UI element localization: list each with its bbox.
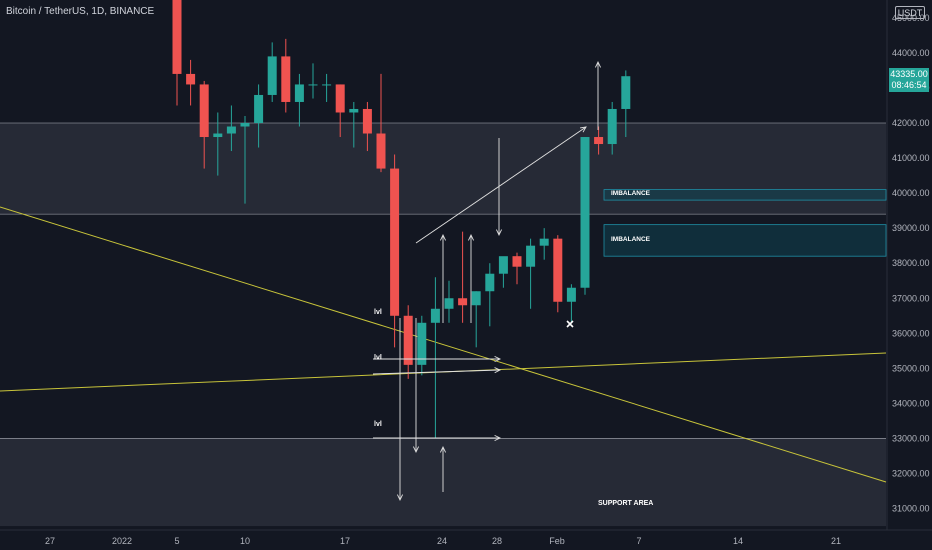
candle-body xyxy=(607,108,617,145)
candle-body xyxy=(526,245,536,267)
x-tick-label: 10 xyxy=(240,536,250,546)
imbalance-rect xyxy=(603,224,887,257)
imbalance-label: IMBALANCE xyxy=(611,190,651,197)
candle-body xyxy=(539,238,549,246)
currency-selector[interactable]: USDT xyxy=(895,6,925,19)
candle-body xyxy=(254,94,264,123)
up-arrow-head xyxy=(467,233,475,241)
labels-layer: SUPPORT AREA IMBALANCE IMBALANCE lvl lvl lvl xyxy=(374,190,653,507)
y-tick-label: 45000.00 xyxy=(892,13,930,23)
y-tick-label: 36000.00 xyxy=(892,328,930,338)
candle-body xyxy=(186,73,196,85)
candle-body xyxy=(403,315,413,365)
candle-body xyxy=(349,108,359,113)
right-arrow xyxy=(372,369,501,375)
candle-body xyxy=(226,126,236,134)
candle-body xyxy=(444,298,454,309)
candle-body xyxy=(362,108,372,134)
up-arrow-head xyxy=(594,60,602,68)
candle-body xyxy=(566,287,576,302)
level-label: lvl xyxy=(374,421,382,428)
candle-body xyxy=(430,308,440,323)
down-arrow-head xyxy=(495,229,503,237)
x-tick-label: 5 xyxy=(174,536,179,546)
candle-body xyxy=(512,256,522,267)
arrows-layer xyxy=(372,60,602,502)
zone-rect xyxy=(0,123,886,215)
y-tick-label: 33000.00 xyxy=(892,433,930,443)
candle-body xyxy=(281,56,291,102)
right-arrow-head xyxy=(494,355,502,363)
x-tick-label: 27 xyxy=(45,536,55,546)
y-tick-label: 31000.00 xyxy=(892,504,930,514)
candle-body xyxy=(390,168,400,316)
right-arrow-head xyxy=(494,367,502,374)
x-tick-label: 2022 xyxy=(112,536,132,546)
candle-body xyxy=(580,137,590,288)
candle-body xyxy=(553,238,563,302)
candle-body xyxy=(621,76,631,109)
candle-body xyxy=(267,56,277,95)
y-tick-label: 42000.00 xyxy=(892,118,930,128)
x-tick-label: 24 xyxy=(437,536,447,546)
candle-body xyxy=(172,0,182,74)
level-label: lvl xyxy=(374,309,382,316)
candle-body xyxy=(498,256,508,274)
y-tick-label: 38000.00 xyxy=(892,258,930,268)
support-area-label: SUPPORT AREA xyxy=(598,500,653,507)
y-tick-label: 34000.00 xyxy=(892,398,930,408)
y-tick-label: 37000.00 xyxy=(892,293,930,303)
last-price-badge: 43335.00 08:46:54 xyxy=(889,68,929,92)
y-tick-label: 41000.00 xyxy=(892,153,930,163)
down-arrow-head xyxy=(412,446,420,454)
x-tick-label: 17 xyxy=(340,536,350,546)
candle-body xyxy=(240,123,250,127)
x-tick-label: Feb xyxy=(549,536,565,546)
x-tick-label: 14 xyxy=(733,536,743,546)
x-marker-icon xyxy=(566,320,574,328)
x-tick-label: 7 xyxy=(636,536,641,546)
imbalance-rect xyxy=(603,189,887,201)
candle-body xyxy=(199,84,209,138)
candle-body xyxy=(458,298,468,306)
level-label: lvl xyxy=(374,354,382,361)
candle-body xyxy=(335,84,345,113)
y-tick-label: 35000.00 xyxy=(892,363,930,373)
candle-body xyxy=(417,322,427,365)
candle-body xyxy=(485,273,495,292)
candle-body xyxy=(294,84,304,102)
x-tick-label: 28 xyxy=(492,536,502,546)
y-tick-label: 44000.00 xyxy=(892,48,930,58)
y-tick-label: 40000.00 xyxy=(892,188,930,198)
y-tick-label: 32000.00 xyxy=(892,469,930,479)
last-price-value: 43335.00 xyxy=(890,69,928,79)
candle-body xyxy=(213,133,223,138)
x-tick-label: 21 xyxy=(831,536,841,546)
candle-body xyxy=(322,84,332,86)
candles-layer xyxy=(172,0,631,439)
up-arrow-head xyxy=(439,445,447,453)
candle-body xyxy=(308,84,318,86)
right-arrow-head xyxy=(494,434,502,442)
imbalance-label: IMBALANCE xyxy=(611,236,651,243)
candle-body xyxy=(376,133,386,169)
bar-countdown: 08:46:54 xyxy=(891,80,927,90)
up-arrow-head xyxy=(439,233,447,241)
chart-title: Bitcoin / TetherUS, 1D, BINANCE xyxy=(6,6,155,17)
descending-trendline xyxy=(0,206,887,483)
candle-body xyxy=(594,137,604,145)
diagonal-arrow xyxy=(415,126,587,244)
down-arrow-head xyxy=(396,494,404,502)
candle-body xyxy=(471,291,481,306)
y-tick-label: 39000.00 xyxy=(892,223,930,233)
diagonal-arrow-head xyxy=(579,126,587,133)
